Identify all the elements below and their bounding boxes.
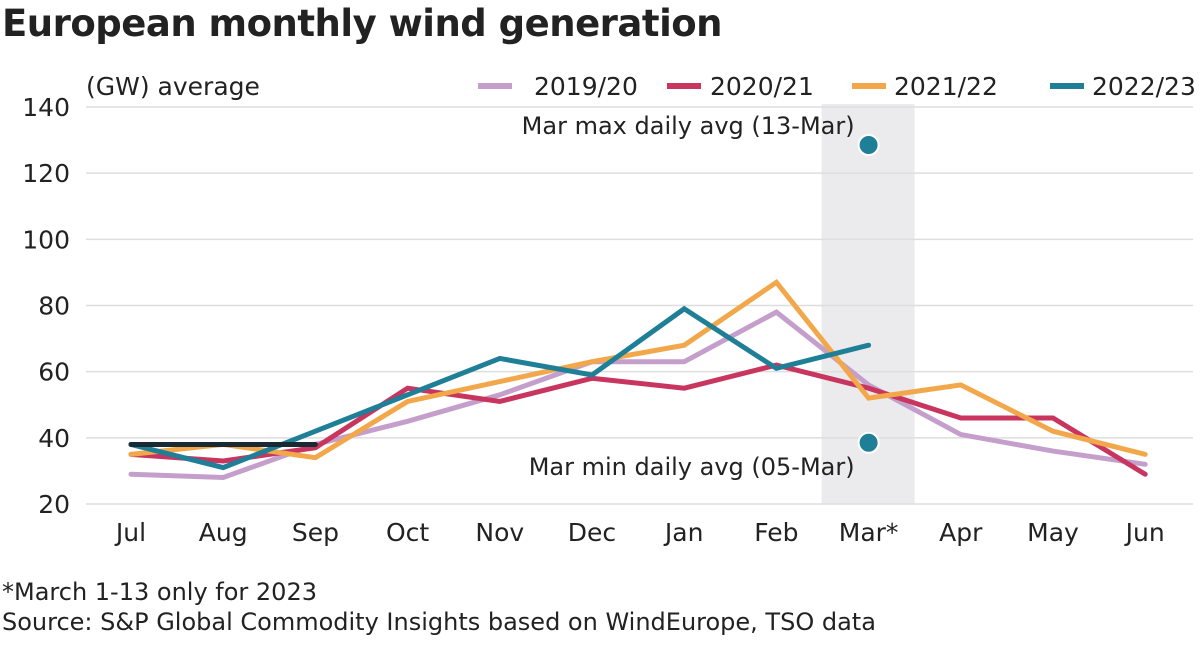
footnote: *March 1-13 only for 2023: [2, 578, 317, 606]
y-tick-label: 40: [38, 424, 70, 453]
data-point: [857, 431, 880, 454]
y-tick-label: 120: [22, 159, 70, 188]
x-tick-label: Dec: [568, 518, 616, 547]
data-point: [857, 134, 880, 157]
x-tick-label: Jun: [1124, 518, 1165, 547]
x-tick-label: Feb: [754, 518, 798, 547]
x-tick-label: May: [1027, 518, 1079, 547]
x-tick-label: Apr: [939, 518, 983, 547]
y-axis-label: (GW) average: [86, 72, 260, 101]
x-tick-label: Oct: [386, 518, 429, 547]
legend-label: 2022/23: [1092, 72, 1196, 101]
y-tick-label: 20: [38, 490, 70, 519]
point-annotation: Mar max daily avg (13-Mar): [522, 112, 855, 140]
x-tick-label: Jan: [663, 518, 704, 547]
legend-label: 2019/20: [534, 72, 638, 101]
x-tick-label: Aug: [199, 518, 248, 547]
y-tick-label: 100: [22, 225, 70, 254]
series-line-2022-23: [128, 305, 872, 471]
x-tick-label: Mar*: [839, 518, 899, 547]
y-tick-label: 60: [38, 358, 70, 387]
source-note: Source: S&P Global Commodity Insights ba…: [2, 608, 876, 636]
x-tick-label: Jul: [114, 518, 146, 547]
y-tick-label: 80: [38, 292, 70, 321]
series-line-2020-21: [128, 362, 1148, 477]
legend-label: 2020/21: [710, 72, 814, 101]
x-tick-label: Nov: [475, 518, 524, 547]
y-tick-label: 140: [22, 93, 70, 122]
point-annotation: Mar min daily avg (05-Mar): [529, 453, 855, 481]
legend-label: 2021/22: [894, 72, 998, 101]
chart-title: European monthly wind generation: [2, 2, 723, 45]
x-tick-label: Sep: [292, 518, 339, 547]
series-line-2021-22: [128, 278, 1148, 461]
